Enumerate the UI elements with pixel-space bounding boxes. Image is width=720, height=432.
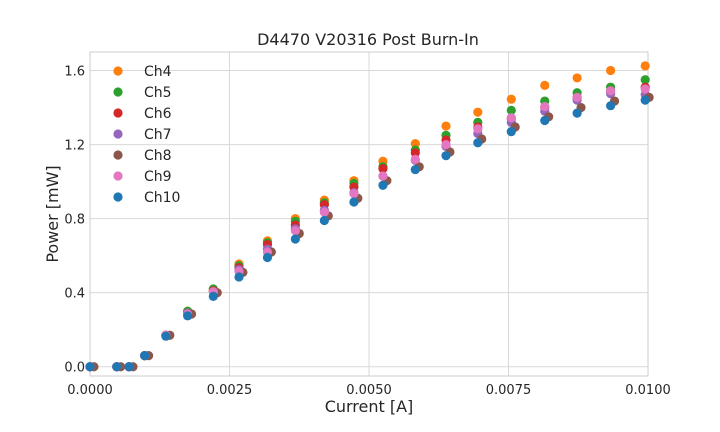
data-point bbox=[473, 107, 483, 117]
data-point bbox=[640, 84, 650, 94]
data-point bbox=[640, 61, 650, 71]
data-point bbox=[161, 331, 171, 341]
data-point bbox=[540, 80, 550, 90]
data-point bbox=[606, 101, 616, 111]
legend-marker bbox=[113, 150, 123, 160]
legend-marker bbox=[113, 66, 123, 76]
data-point bbox=[606, 65, 616, 76]
data-point bbox=[234, 272, 244, 282]
y-tick-label: 0.8 bbox=[64, 213, 85, 228]
y-axis-label: Power [mW] bbox=[43, 165, 62, 262]
data-point bbox=[410, 139, 420, 149]
data-point bbox=[506, 113, 516, 123]
data-point bbox=[349, 197, 359, 207]
legend-marker bbox=[113, 129, 123, 139]
data-point bbox=[473, 124, 483, 134]
data-point bbox=[473, 138, 483, 148]
legend-marker bbox=[113, 192, 123, 202]
x-tick-label: 0.0050 bbox=[346, 383, 392, 398]
data-point bbox=[572, 108, 582, 118]
data-point bbox=[290, 226, 300, 236]
x-axis-label: Current [A] bbox=[325, 397, 414, 416]
data-point bbox=[441, 121, 451, 131]
data-point bbox=[112, 362, 122, 372]
y-axis: 0.0 0.4 0.8 1.2 1.6 bbox=[64, 65, 85, 376]
data-point bbox=[208, 291, 218, 301]
legend-label: Ch9 bbox=[144, 169, 172, 185]
y-tick-label: 0.4 bbox=[64, 287, 85, 302]
y-tick-label: 1.6 bbox=[64, 65, 85, 80]
legend-label: Ch4 bbox=[144, 64, 172, 80]
data-point bbox=[572, 73, 582, 83]
data-point bbox=[441, 151, 451, 161]
data-point bbox=[262, 252, 273, 263]
data-point bbox=[349, 189, 359, 199]
chart-title: D4470 V20316 Post Burn-In bbox=[257, 30, 479, 49]
legend-item-ch6: Ch6 bbox=[113, 106, 172, 122]
data-point bbox=[441, 139, 451, 150]
x-axis: 0.0000 0.0025 0.0050 0.0075 0.0100 bbox=[67, 383, 671, 398]
data-point bbox=[124, 362, 134, 372]
data-point bbox=[183, 311, 193, 321]
legend-label: Ch7 bbox=[144, 127, 172, 143]
x-tick-label: 0.0100 bbox=[625, 383, 671, 398]
legend-label: Ch6 bbox=[144, 106, 172, 122]
data-point bbox=[506, 94, 516, 104]
legend-marker bbox=[113, 171, 123, 181]
x-tick-label: 0.0075 bbox=[486, 383, 532, 398]
data-point bbox=[540, 102, 550, 112]
data-point bbox=[410, 148, 420, 158]
data-point bbox=[606, 86, 616, 96]
data-point bbox=[506, 105, 516, 115]
data-point bbox=[319, 215, 329, 226]
x-tick-label: 0.0000 bbox=[67, 383, 113, 398]
data-point bbox=[378, 164, 388, 174]
legend-item-ch4: Ch4 bbox=[113, 64, 172, 80]
legend-item-ch9: Ch9 bbox=[113, 169, 172, 185]
legend-item-ch10: Ch10 bbox=[113, 190, 180, 206]
data-point bbox=[85, 362, 95, 372]
data-point bbox=[540, 115, 550, 126]
series-ch10 bbox=[85, 95, 650, 372]
data-point bbox=[140, 351, 150, 361]
x-tick-label: 0.0025 bbox=[207, 383, 253, 398]
data-point bbox=[290, 234, 300, 244]
data-point bbox=[506, 127, 516, 137]
legend-item-ch8: Ch8 bbox=[113, 148, 172, 164]
legend-label: Ch8 bbox=[144, 148, 172, 164]
legend-label: Ch10 bbox=[144, 190, 180, 206]
y-tick-label: 0.0 bbox=[64, 361, 85, 376]
y-tick-label: 1.2 bbox=[64, 139, 85, 154]
legend: Ch4 Ch5 Ch6 Ch7 Ch8 Ch9 Ch10 bbox=[113, 64, 180, 206]
plot-frame bbox=[89, 51, 649, 377]
data-point bbox=[319, 207, 329, 217]
legend-item-ch5: Ch5 bbox=[113, 85, 172, 101]
data-point bbox=[572, 92, 582, 102]
legend-marker bbox=[113, 87, 123, 97]
data-points bbox=[85, 61, 654, 372]
data-point bbox=[640, 95, 650, 105]
data-point bbox=[640, 75, 650, 85]
grid bbox=[89, 52, 649, 376]
legend-marker bbox=[113, 108, 123, 118]
legend-label: Ch5 bbox=[144, 85, 172, 101]
data-point bbox=[378, 171, 388, 181]
data-point bbox=[378, 180, 388, 190]
data-point bbox=[410, 164, 420, 175]
legend-item-ch7: Ch7 bbox=[113, 127, 172, 143]
data-point bbox=[410, 154, 420, 164]
